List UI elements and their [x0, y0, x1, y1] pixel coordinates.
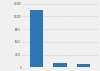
Bar	[30, 10, 43, 67]
Bar	[77, 64, 90, 67]
Bar	[54, 63, 66, 67]
